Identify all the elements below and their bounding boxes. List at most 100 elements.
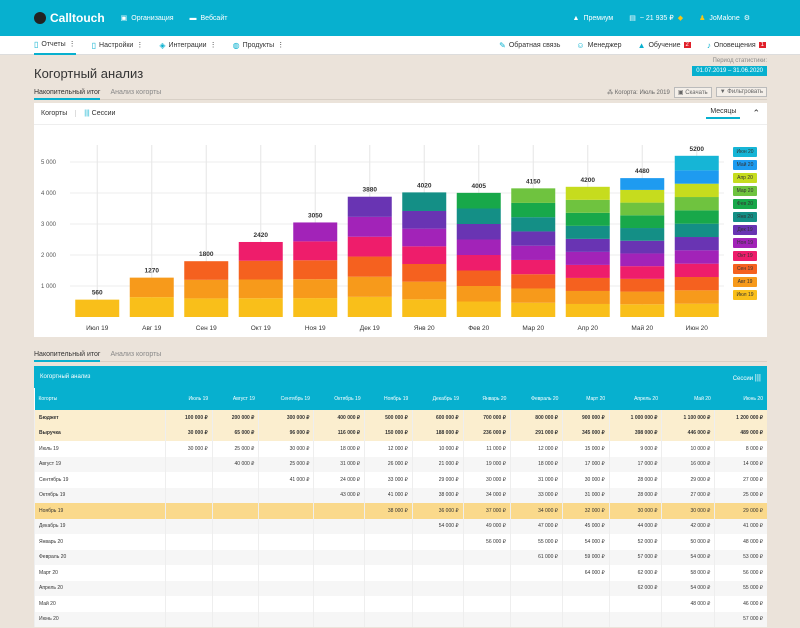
nav-learning[interactable]: ▲ Обучение 2 xyxy=(638,36,691,55)
legend-item[interactable]: Авг 19 xyxy=(733,277,757,287)
column-header[interactable]: Июнь 20 xyxy=(714,388,767,410)
bar-segment xyxy=(347,296,392,317)
more-icon[interactable]: ⋮ xyxy=(136,42,144,49)
bar-segment xyxy=(511,188,556,203)
table-cell: 47 000 ₽ xyxy=(509,518,563,534)
nav-manager[interactable]: ☺ Менеджер xyxy=(576,36,621,55)
column-header[interactable]: Когорты xyxy=(34,388,166,410)
table-cell: 56 000 ₽ xyxy=(462,534,511,550)
table-row[interactable]: Октябрь 19 43 000 ₽41 000 ₽38 000 ₽34 000… xyxy=(34,487,767,503)
metric-selector[interactable]: ||| Сессии xyxy=(84,110,115,117)
y-tick-label: 1 000 xyxy=(41,284,57,290)
nav-feedback[interactable]: ✎ Обратная связь xyxy=(499,36,560,55)
column-header[interactable]: Январь 20 xyxy=(463,388,511,410)
table-cell xyxy=(313,611,365,627)
tab-cumulative-table[interactable]: Накопительный итог xyxy=(34,347,101,362)
table-cell: 34 000 ₽ xyxy=(509,503,563,519)
bar-total-label: 3050 xyxy=(308,212,323,219)
table-cell: Ноябрь 19 xyxy=(34,503,166,519)
bar-segment xyxy=(620,253,665,267)
table-row[interactable]: Декабрь 19 54 000 ₽49 000 ₽47 000 ₽45 000… xyxy=(34,518,767,534)
balance-button[interactable]: ▤ ~ 21 935 ₽ ◆ xyxy=(629,14,683,22)
table-row[interactable]: Сентябрь 19 41 000 ₽24 000 ₽33 000 ₽29 00… xyxy=(34,472,767,488)
column-header[interactable]: Октябрь 19 xyxy=(313,388,365,410)
table-row[interactable]: Февраль 20 61 000 ₽59 000 ₽57 000 ₽54 000… xyxy=(34,549,767,565)
tab-cohort-analysis-table[interactable]: Анализ когорты xyxy=(110,350,162,358)
table-cell xyxy=(411,534,464,550)
legend-item[interactable]: Ноя 19 xyxy=(733,238,757,248)
bar-segment xyxy=(238,241,283,261)
legend-item[interactable]: Сен 19 xyxy=(733,264,757,274)
legend-item[interactable]: Дек 19 xyxy=(733,225,757,235)
table-row[interactable]: Июль 19 30 000 ₽25 000 ₽30 000 ₽18 000 ₽1… xyxy=(34,441,767,457)
column-header[interactable]: Май 20 xyxy=(661,388,715,410)
column-header[interactable]: Июль 19 xyxy=(165,388,213,410)
table-row[interactable]: Выручка 30 000 ₽65 000 ₽96 000 ₽116 000 ₽… xyxy=(34,425,767,441)
table-row[interactable]: Бюджет 100 000 ₽200 000 ₽300 000 ₽400 000… xyxy=(34,410,767,426)
bar-segment xyxy=(511,288,556,303)
table-cell: 30 000 ₽ xyxy=(462,472,511,488)
table-cell: 59 000 ₽ xyxy=(561,549,610,565)
column-header[interactable]: Апрель 20 xyxy=(609,388,662,410)
cohort-selector[interactable]: ⁂ Когорта: Июль 2019 xyxy=(607,89,670,96)
table-cell: 116 000 ₽ xyxy=(313,425,365,441)
more-icon[interactable]: ⋮ xyxy=(277,42,285,49)
legend-item[interactable]: Апр 20 xyxy=(733,173,757,183)
table-cell xyxy=(411,580,464,596)
bar-segment xyxy=(293,279,338,299)
nav-integrations[interactable]: ◈ Интеграции ⋮ xyxy=(159,36,216,55)
column-header[interactable]: Август 19 xyxy=(212,388,259,410)
table-row[interactable]: Август 19 40 000 ₽25 000 ₽31 000 ₽26 000 … xyxy=(34,456,767,472)
nav-label: Обучение xyxy=(648,41,681,49)
more-icon[interactable]: ⋮ xyxy=(68,41,76,48)
balance-label: ~ 21 935 ₽ xyxy=(639,15,674,22)
legend-item[interactable]: Май 20 xyxy=(733,160,757,170)
table-cell: Июль 19 xyxy=(34,441,166,457)
legend-item[interactable]: Июн 20 xyxy=(733,147,757,157)
collapse-icon[interactable]: ⌃ xyxy=(752,108,760,118)
table-cell: 150 000 ₽ xyxy=(364,425,413,441)
legend-item[interactable]: Мар 20 xyxy=(733,186,757,196)
column-header[interactable]: Сентябрь 19 xyxy=(258,388,314,410)
filter-button[interactable]: ▼ Фильтровать xyxy=(715,87,767,97)
x-tick-label: Дек 19 xyxy=(360,325,380,332)
graduation-cap-icon: ▲ xyxy=(637,40,646,50)
bar-total-label: 4200 xyxy=(581,177,596,184)
organization-button[interactable]: ▣ Организация xyxy=(121,14,174,23)
table-metric-selector[interactable]: Сессии ||| xyxy=(733,373,761,382)
column-header[interactable]: Март 20 xyxy=(562,388,610,410)
period-value[interactable]: 01.07.2019 – 31.06.2020 xyxy=(692,66,767,76)
tab-cohort-analysis[interactable]: Анализ когорты xyxy=(110,88,162,96)
website-button[interactable]: ▬ Вебсайт xyxy=(190,15,228,22)
legend-item[interactable]: Фев 20 xyxy=(733,199,757,209)
nav-settings[interactable]: ▯ Настройки ⋮ xyxy=(92,36,144,55)
nav-reports[interactable]: ▯ Отчеты ⋮ xyxy=(34,36,76,55)
nav-products[interactable]: ◍ Продукты ⋮ xyxy=(233,36,285,55)
table-row[interactable]: Ноябрь 19 38 000 ₽36 000 ₽37 000 ₽34 000 … xyxy=(34,503,767,519)
bar-segment xyxy=(620,189,665,203)
column-header[interactable]: Февраль 20 xyxy=(510,388,563,410)
table-cell xyxy=(258,565,314,581)
table-row[interactable]: Март 20 64 000 ₽62 000 ₽58 000 ₽56 000 ₽ xyxy=(34,565,767,581)
more-icon[interactable]: ⋮ xyxy=(209,42,217,49)
download-button[interactable]: ▣ Скачать xyxy=(673,86,712,98)
table-cell xyxy=(165,518,213,534)
legend-item[interactable]: Окт 19 xyxy=(733,251,757,261)
period-tab-months[interactable]: Месяцы xyxy=(706,108,741,119)
logo[interactable]: Calltouch xyxy=(34,11,105,25)
legend-item[interactable]: Янв 20 xyxy=(733,212,757,222)
table-row[interactable]: Май 20 48 000 ₽46 000 ₽ xyxy=(34,596,767,612)
user-menu[interactable]: ♟ JoMalone ⚙ xyxy=(699,14,750,23)
tab-cumulative[interactable]: Накопительный итог xyxy=(34,85,101,100)
plan-button[interactable]: ▲ Премиум xyxy=(573,15,614,22)
column-header[interactable]: Ноябрь 19 xyxy=(364,388,413,410)
nav-alerts[interactable]: ♪ Оповещения 1 xyxy=(707,36,766,55)
table-cell: Февраль 20 xyxy=(34,549,166,565)
column-header[interactable]: Декабрь 19 xyxy=(412,388,464,410)
legend-item[interactable]: Июл 19 xyxy=(733,290,757,300)
table-row[interactable]: Январь 20 56 000 ₽55 000 ₽54 000 ₽52 000 … xyxy=(34,534,767,550)
table-row[interactable]: Июнь 20 57 000 ₽ xyxy=(34,611,767,627)
table-cell: Май 20 xyxy=(34,596,166,612)
clipboard-icon: ▯ xyxy=(34,39,39,49)
table-row[interactable]: Апрель 20 62 000 ₽54 000 ₽55 000 ₽ xyxy=(34,580,767,596)
